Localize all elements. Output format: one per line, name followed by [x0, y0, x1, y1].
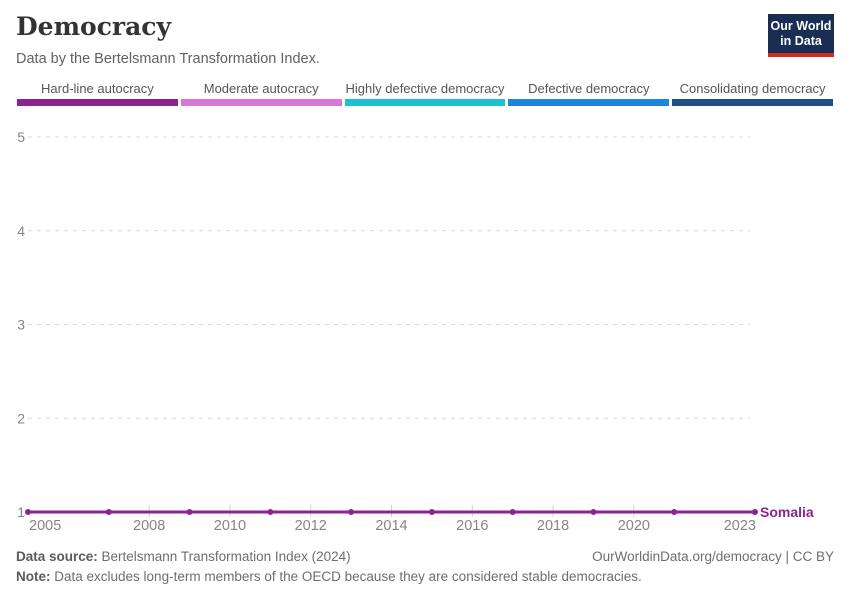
legend-color-bar — [180, 99, 342, 106]
chart-note: Note: Data excludes long-term members of… — [16, 567, 834, 587]
regime-category-legend: Hard-line autocracy Moderate autocracy Hig… — [17, 81, 833, 106]
owid-logo-line2: in Data — [780, 34, 822, 48]
license-link[interactable]: OurWorldinData.org/democracy | CC BY — [592, 549, 834, 564]
x-axis-tick-label: 2014 — [375, 518, 407, 534]
y-axis-tick-label: 4 — [17, 223, 25, 239]
chart-subtitle: Data by the Bertelsmann Transformation I… — [16, 51, 320, 67]
legend-color-bar — [344, 99, 506, 106]
chart-footer: Data source: Bertelsmann Transformation … — [16, 547, 834, 588]
data-point[interactable] — [25, 509, 31, 515]
data-point[interactable] — [105, 509, 112, 515]
x-axis-tick-label: 2008 — [133, 518, 165, 534]
note-label: Note: — [16, 569, 51, 585]
legend-label: Highly defective democracy — [345, 81, 505, 96]
legend-item-1[interactable]: Moderate autocracy — [180, 81, 342, 106]
legend-label: Consolidating democracy — [679, 81, 826, 96]
data-source: Data source: Bertelsmann Transformation … — [16, 547, 351, 567]
x-axis-tick-label: 2016 — [456, 518, 488, 534]
legend-color-bar — [672, 99, 833, 106]
data-point[interactable] — [186, 509, 193, 515]
legend-item-2[interactable]: Highly defective democracy — [344, 81, 506, 106]
data-point[interactable] — [509, 509, 516, 515]
series-label[interactable]: Somalia — [760, 504, 814, 520]
y-axis-tick-label: 2 — [17, 410, 25, 426]
x-axis-tick-label: 2012 — [295, 518, 327, 534]
x-axis-tick-label: 2005 — [29, 518, 61, 534]
data-source-text: Bertelsmann Transformation Index (2024) — [97, 549, 351, 564]
legend-label: Moderate autocracy — [203, 81, 319, 96]
legend-item-4[interactable]: Consolidating democracy — [672, 81, 833, 106]
x-axis-tick-label: 2010 — [214, 518, 246, 534]
y-axis-tick-label: 1 — [17, 504, 25, 520]
legend-color-bar — [17, 99, 178, 106]
legend-color-bar — [508, 99, 670, 106]
owid-logo[interactable]: Our World in Data — [768, 14, 834, 57]
data-point[interactable] — [267, 509, 274, 515]
x-axis-tick-label: 2020 — [618, 518, 650, 534]
note-text: Data excludes long-term members of the O… — [50, 569, 642, 585]
data-point[interactable] — [590, 509, 597, 515]
data-point[interactable] — [671, 509, 678, 515]
legend-item-3[interactable]: Defective democracy — [508, 81, 670, 106]
data-point[interactable] — [752, 509, 758, 515]
x-axis-tick-label: 2018 — [537, 518, 569, 534]
y-axis-tick-label: 5 — [17, 129, 25, 145]
page-title: Democracy — [16, 12, 172, 41]
data-point[interactable] — [428, 509, 435, 515]
legend-label: Defective democracy — [528, 81, 650, 96]
y-axis-tick-label: 3 — [17, 317, 25, 333]
legend-item-0[interactable]: Hard-line autocracy — [17, 81, 178, 106]
owid-logo-line1: Our World — [770, 19, 832, 33]
legend-label: Hard-line autocracy — [41, 81, 154, 96]
data-point[interactable] — [348, 509, 355, 515]
x-axis-tick-label: 2023 — [724, 518, 756, 534]
data-source-label: Data source: — [16, 549, 98, 564]
